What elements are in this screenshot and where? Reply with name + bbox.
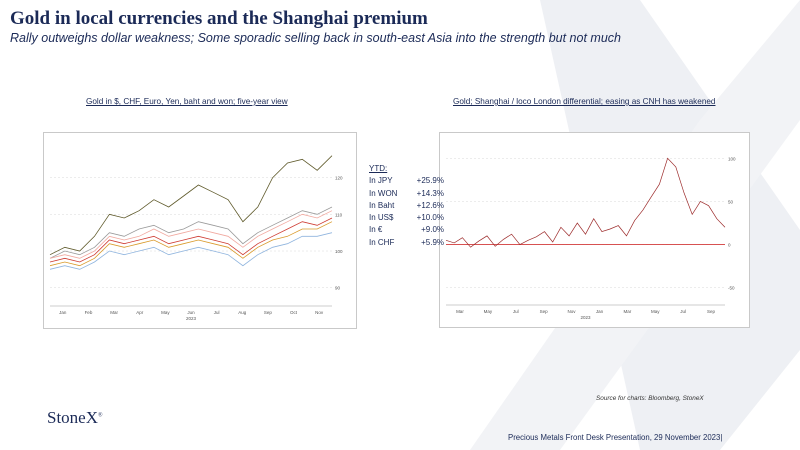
x-tick-label: Jan xyxy=(59,310,67,315)
series-line xyxy=(49,206,333,259)
x-tick-label: May xyxy=(161,310,170,315)
ytd-row: In € +9.0% xyxy=(369,224,444,236)
x-tick-label: Oct xyxy=(290,310,298,315)
x-tick-label: Jun xyxy=(187,310,195,315)
x-tick-label: May xyxy=(484,309,493,314)
ytd-value: +14.3% xyxy=(416,188,444,198)
left-chart-title: Gold in $, CHF, Euro, Yen, baht and won;… xyxy=(86,97,288,106)
logo-text: StoneX xyxy=(47,408,98,427)
ytd-summary: YTD: In JPY +25.9% In WON +14.3% In Baht +1… xyxy=(369,163,444,249)
series-line xyxy=(49,217,333,263)
x-tick-label: Apr xyxy=(136,310,144,315)
y-tick-label: 110 xyxy=(335,212,343,217)
ytd-value: +25.9% xyxy=(416,176,444,186)
ytd-value: +12.6% xyxy=(416,200,444,210)
x-tick-label: Nov xyxy=(568,309,577,314)
right-chart-title: Gold; Shanghai / loco London differentia… xyxy=(453,97,716,106)
y-tick-label: 50 xyxy=(728,199,734,204)
x-tick-label: Jan xyxy=(596,309,604,314)
x-year-label: 2023 xyxy=(186,316,197,321)
shanghai-premium-chart: 100 50 0 -50 Mar May Jul Sep Nov Jan Mar May Jul Sep 2… xyxy=(439,132,750,328)
page-title: Gold in local currencies and the Shangha… xyxy=(10,8,428,29)
source-note: Source for charts: Bloomberg, StoneX xyxy=(596,395,704,402)
x-tick-label: Jul xyxy=(214,310,220,315)
gold-currencies-chart: 120 110 100 90 Jan Feb Mar Apr May Jun Jul Aug Sep Oc… xyxy=(43,132,357,329)
x-tick-label: May xyxy=(651,309,660,314)
ytd-label: In € xyxy=(369,225,383,235)
y-tick-label: -50 xyxy=(728,286,735,291)
ytd-value: +5.9% xyxy=(421,237,444,247)
ytd-label: In WON xyxy=(369,188,398,198)
x-tick-label: Feb xyxy=(85,310,93,315)
x-tick-label: Jul xyxy=(513,309,519,314)
x-tick-label: Jul xyxy=(680,309,686,314)
x-tick-label: Mar xyxy=(110,310,118,315)
stonex-logo: StoneX® xyxy=(47,408,103,428)
x-tick-label: Mar xyxy=(456,309,464,314)
footer-text: Precious Metals Front Desk Presentation,… xyxy=(508,433,723,442)
series-line xyxy=(49,232,333,270)
y-tick-label: 120 xyxy=(335,176,343,181)
shanghai-premium-plot: 100 50 0 -50 Mar May Jul Sep Nov Jan Mar May Jul Sep 2… xyxy=(445,156,736,320)
y-tick-label: 0 xyxy=(728,243,731,248)
x-tick-label: Nov xyxy=(315,310,324,315)
ytd-heading: YTD: xyxy=(369,164,388,173)
ytd-label: In US$ xyxy=(369,213,394,223)
gold-currencies-plot: 120 110 100 90 Jan Feb Mar Apr May Jun Jul Aug Sep Oc… xyxy=(49,155,343,321)
series-line xyxy=(445,157,726,248)
series-line xyxy=(49,210,333,259)
ytd-row: In CHF +5.9% xyxy=(369,237,444,249)
ytd-row: In JPY +25.9% xyxy=(369,175,444,187)
series-line xyxy=(49,221,333,267)
x-tick-label: Aug xyxy=(238,310,247,315)
ytd-label: In JPY xyxy=(369,176,393,186)
ytd-row: In US$ +10.0% xyxy=(369,212,444,224)
x-tick-label: Mar xyxy=(623,309,631,314)
y-tick-label: 100 xyxy=(335,249,343,254)
x-tick-label: Sep xyxy=(540,309,549,314)
ytd-value: +9.0% xyxy=(421,225,444,235)
x-tick-label: Sep xyxy=(264,310,273,315)
ytd-value: +10.0% xyxy=(416,213,444,223)
ytd-row: In WON +14.3% xyxy=(369,188,444,200)
ytd-label: In CHF xyxy=(369,237,395,247)
page-subtitle: Rally outweighs dollar weakness; Some sp… xyxy=(10,31,621,45)
series-line xyxy=(49,155,333,256)
x-tick-label: Sep xyxy=(707,309,716,314)
x-year-label: 2023 xyxy=(580,315,591,320)
y-tick-label: 100 xyxy=(728,156,736,161)
registered-mark-icon: ® xyxy=(98,412,103,419)
ytd-row: In Baht +12.6% xyxy=(369,200,444,212)
y-tick-label: 90 xyxy=(335,286,341,291)
ytd-label: In Baht xyxy=(369,200,395,210)
